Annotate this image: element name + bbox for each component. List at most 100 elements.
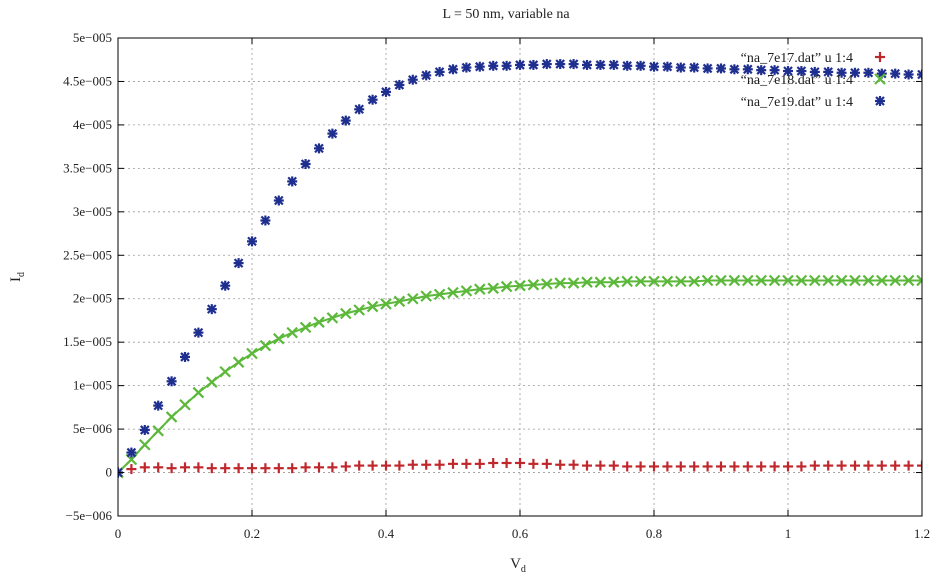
data-point [742,461,753,472]
data-point [795,274,808,287]
y-axis-title-subscript: d [16,272,27,277]
data-point [488,457,499,468]
data-point [528,458,539,469]
data-point [836,67,847,78]
data-point [863,67,874,78]
data-point [434,459,445,470]
data-point [567,277,580,289]
data-point [809,66,820,77]
data-point [594,276,607,288]
chart-title: L = 50 nm, variable na [442,7,570,22]
data-point [300,159,311,170]
legend-label: “na_7e19.dat” u 1:4 [741,95,853,110]
data-point [327,462,338,473]
data-point [153,462,164,473]
data-point [649,461,659,472]
data-point [608,276,620,288]
x-tick-label: 0.6 [512,526,529,541]
x-tick-label: 0.4 [378,526,395,541]
data-point [863,460,874,471]
data-point [246,347,258,360]
data-point [822,274,834,287]
data-point [474,61,485,72]
data-point [126,464,137,475]
data-point [903,460,914,471]
series-1 [118,274,922,479]
data-point [327,128,338,139]
y-tick-label: 2.5e−005 [63,247,112,262]
data-point [902,274,915,287]
data-point [675,62,686,73]
data-point [515,457,525,468]
data-point [433,288,446,301]
data-point [649,61,659,72]
series-group [118,59,922,479]
data-point [782,274,794,287]
data-point [219,365,231,378]
x-tick-label: 1 [785,526,792,541]
data-point [247,236,257,247]
data-point [688,275,700,288]
data-point [165,411,178,423]
legend-label: “na_7e17.dat” u 1:4 [741,51,853,66]
data-point [890,460,901,471]
data-point [756,65,767,76]
data-point [903,69,914,80]
data-point [608,460,619,471]
data-point [206,304,217,315]
data-point [715,274,727,287]
y-tick-label: 2e−005 [73,291,112,306]
data-point [809,274,821,287]
data-point [916,274,922,287]
data-point [354,460,365,471]
data-point [220,463,231,474]
grid [118,38,922,516]
data-point [367,460,378,471]
data-point [876,274,888,287]
data-point [314,462,324,473]
y-tick-label: 1.5e−005 [63,334,112,349]
data-point [836,460,847,471]
data-point [541,458,552,469]
data-point [380,298,392,310]
data-point [139,462,150,473]
data-point [541,59,552,70]
data-point [716,461,726,472]
data-point [487,282,499,295]
data-point [783,66,793,77]
data-point [260,463,271,474]
data-point [300,462,311,473]
legend-label: “na_7e18.dat” u 1:4 [741,73,853,88]
data-point [876,68,887,79]
data-point [193,327,204,338]
data-point [192,386,205,399]
series-0 [118,457,922,478]
data-point [273,195,284,206]
data-point [193,462,204,473]
data-point [421,459,432,470]
data-point [768,274,781,287]
data-point [461,458,472,469]
data-point [367,94,378,105]
data-point [166,376,177,387]
data-point [634,275,647,288]
data-point [796,461,807,472]
data-point [340,307,352,320]
data-point [850,460,860,471]
data-point [661,275,674,288]
data-point [152,425,164,437]
legend: “na_7e17.dat” u 1:4 “na_7e18.dat” u 1:4 “n… [741,51,886,110]
data-point [460,285,473,297]
data-point [917,460,922,471]
data-point [326,312,339,324]
x-axis-title-main: V [510,556,521,572]
x-tick-label: 0.2 [244,526,260,541]
y-tick-label: 4e−005 [73,117,112,132]
data-point [528,59,539,70]
data-point [568,459,579,470]
x-axis-title-subscript: d [521,564,526,575]
data-point [180,462,190,473]
data-point [447,286,459,299]
data-point [756,461,767,472]
data-point [273,463,284,474]
